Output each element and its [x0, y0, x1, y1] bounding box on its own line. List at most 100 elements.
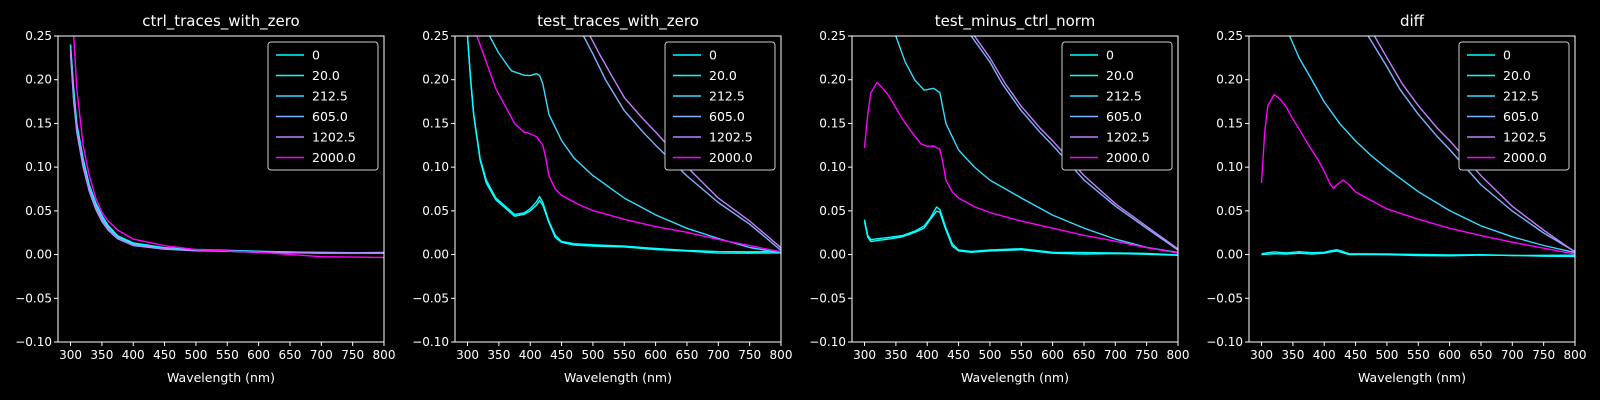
y-tick-label: −0.10 — [809, 335, 846, 349]
x-tick-label: 650 — [1073, 348, 1096, 362]
y-tick-label: 0.20 — [25, 73, 52, 87]
y-tick-label: 0.10 — [1216, 160, 1243, 174]
x-tick-label: 550 — [1010, 348, 1033, 362]
series-line-2000-0 — [73, 36, 384, 259]
legend-label: 605.0 — [1503, 109, 1539, 124]
chart-title: test_minus_ctrl_norm — [935, 12, 1096, 31]
chart-panel-3: test_minus_ctrl_norm Wavelength (nm) 300 35… — [809, 12, 1189, 385]
x-tick-label: 800 — [770, 348, 793, 362]
series-line-1202-5 — [1373, 36, 1575, 253]
y-tick-label: 0.05 — [25, 204, 52, 218]
chart-panel-1: ctrl_traces_with_zero Wavelength (nm) 300 3… — [15, 12, 395, 385]
x-tick-label: 550 — [216, 348, 239, 362]
x-tick-label: 600 — [1438, 348, 1461, 362]
legend-box — [267, 41, 379, 171]
legend-label: 1202.5 — [1503, 130, 1547, 145]
x-tick-label: 800 — [1167, 348, 1190, 362]
x-tick-label: 500 — [581, 348, 604, 362]
y-tick-label: 0.05 — [819, 204, 846, 218]
plot-lines — [863, 36, 1178, 256]
x-tick-label: 400 — [916, 348, 939, 362]
y-tick-label: 0.20 — [422, 73, 449, 87]
series-line-20-0 — [1261, 250, 1575, 258]
chart-title: diff — [1400, 12, 1425, 30]
y-tick-label: 0.05 — [1216, 204, 1243, 218]
y-tick-label: 0.10 — [25, 160, 52, 174]
legend-label: 605.0 — [709, 109, 745, 124]
series-line-2000-0 — [863, 81, 1178, 254]
series-line-212-5 — [488, 36, 781, 254]
x-tick-label: 500 — [184, 348, 207, 362]
x-axis-label: Wavelength (nm) — [961, 370, 1069, 385]
chart-panel-2: test_traces_with_zero Wavelength (nm) 300 3… — [412, 12, 792, 385]
legend-label: 605.0 — [1106, 109, 1142, 124]
plot-lines — [69, 36, 384, 259]
x-tick-label: 450 — [550, 348, 573, 362]
x-tick-label: 700 — [707, 348, 730, 362]
x-tick-label: 350 — [90, 348, 113, 362]
x-tick-label: 750 — [1532, 348, 1555, 362]
x-tick-label: 750 — [341, 348, 364, 362]
x-tick-label: 750 — [738, 348, 761, 362]
legend-label: 20.0 — [1106, 68, 1134, 83]
y-tick-label: 0.25 — [819, 29, 846, 43]
y-tick-label: 0.15 — [819, 116, 846, 130]
x-tick-label: 400 — [1313, 348, 1336, 362]
legend-label: 20.0 — [312, 68, 340, 83]
series-line-0 — [1261, 248, 1575, 257]
series-line-605-0 — [1367, 36, 1575, 253]
series-line-0 — [863, 206, 1178, 256]
y-tick-label: 0.10 — [819, 160, 846, 174]
y-tick-label: 0.10 — [422, 160, 449, 174]
x-tick-label: 600 — [644, 348, 667, 362]
series-line-1202-5 — [973, 36, 1178, 250]
y-tick-label: 0.25 — [25, 29, 52, 43]
legend-label: 212.5 — [1106, 89, 1142, 104]
legend-label: 0 — [1503, 48, 1511, 63]
series-line-1202-5 — [589, 36, 781, 249]
plot-frame — [851, 35, 1179, 343]
legend-label: 2000.0 — [312, 150, 356, 165]
x-tick-label: 800 — [373, 348, 396, 362]
x-tick-label: 350 — [1281, 348, 1304, 362]
y-tick-label: −0.10 — [412, 335, 449, 349]
legend: 0 20.0 212.5 605.0 1202.5 2000.0 — [664, 41, 776, 171]
x-tick-label: 700 — [310, 348, 333, 362]
x-tick-label: 300 — [456, 348, 479, 362]
x-tick-label: 800 — [1564, 348, 1587, 362]
y-tick-label: −0.10 — [15, 335, 52, 349]
legend-label: 212.5 — [1503, 89, 1539, 104]
y-tick-label: 0.15 — [1216, 116, 1243, 130]
x-tick-label: 350 — [884, 348, 907, 362]
y-tick-label: −0.05 — [1206, 291, 1243, 305]
legend-box — [664, 41, 776, 171]
x-tick-label: 650 — [279, 348, 302, 362]
x-tick-label: 300 — [59, 348, 82, 362]
x-tick-label: 450 — [1344, 348, 1367, 362]
x-tick-label: 650 — [1470, 348, 1493, 362]
plot-lines — [1260, 36, 1575, 258]
x-axis-label: Wavelength (nm) — [564, 370, 672, 385]
x-tick-label: 400 — [122, 348, 145, 362]
x-tick-label: 500 — [1375, 348, 1398, 362]
series-line-20-0 — [466, 36, 781, 254]
plot-frame — [1248, 35, 1576, 343]
plot-lines — [466, 36, 781, 254]
plot-frame — [454, 35, 782, 343]
series-line-2000-0 — [1260, 93, 1575, 255]
legend-box — [1061, 41, 1173, 171]
y-tick-label: −0.05 — [15, 291, 52, 305]
x-tick-label: 450 — [153, 348, 176, 362]
legend-label: 2000.0 — [1106, 150, 1150, 165]
series-line-0 — [466, 36, 781, 253]
y-tick-label: 0.00 — [819, 248, 846, 262]
legend-label: 1202.5 — [1106, 130, 1150, 145]
y-tick-label: 0.05 — [422, 204, 449, 218]
x-tick-label: 600 — [1041, 348, 1064, 362]
x-tick-label: 350 — [487, 348, 510, 362]
x-tick-label: 500 — [978, 348, 1001, 362]
x-tick-label: 600 — [247, 348, 270, 362]
x-tick-label: 750 — [1135, 348, 1158, 362]
legend-label: 0 — [709, 48, 717, 63]
